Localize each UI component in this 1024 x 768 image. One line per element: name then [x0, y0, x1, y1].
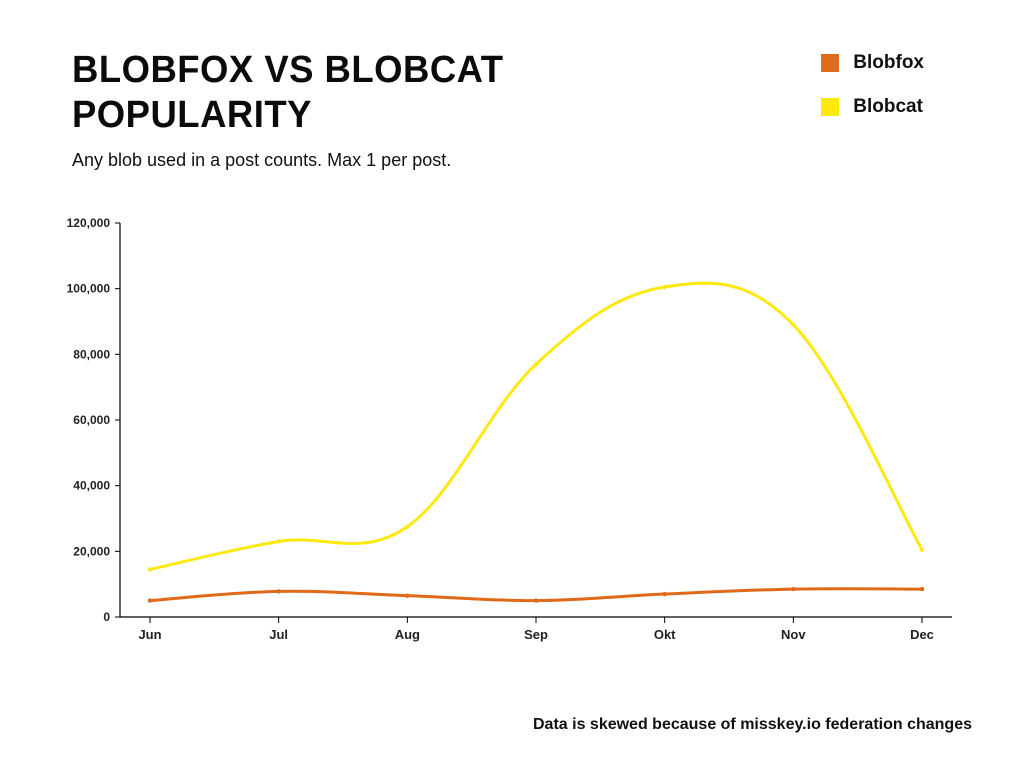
legend-item-blobcat: Blobcat — [821, 96, 924, 118]
legend-swatch — [821, 54, 839, 72]
line-chart: 0 20,000 40,000 60,000 80,000 100,000 120,000 J… — [50, 215, 970, 665]
legend-swatch — [821, 98, 839, 116]
chart-title: BLOBFOX VS BLOBCAT POPULARITY — [72, 48, 571, 138]
svg-text:120,000: 120,000 — [67, 216, 111, 230]
chart-subtitle: Any blob used in a post counts. Max 1 pe… — [72, 150, 952, 171]
svg-text:Jun: Jun — [138, 627, 161, 642]
svg-text:Nov: Nov — [781, 627, 806, 642]
legend-item-blobfox: Blobfox — [821, 52, 924, 74]
svg-text:40,000: 40,000 — [73, 479, 110, 493]
svg-text:Jul: Jul — [269, 627, 288, 642]
svg-text:Okt: Okt — [654, 627, 676, 642]
svg-text:Sep: Sep — [524, 627, 548, 642]
svg-text:100,000: 100,000 — [67, 282, 111, 296]
footnote: Data is skewed because of misskey.io fed… — [533, 716, 972, 734]
svg-text:60,000: 60,000 — [73, 413, 110, 427]
legend-label: Blobfox — [853, 52, 924, 74]
svg-text:0: 0 — [103, 610, 110, 624]
svg-text:80,000: 80,000 — [73, 347, 110, 361]
svg-text:Dec: Dec — [910, 627, 934, 642]
legend-label: Blobcat — [853, 96, 923, 118]
svg-text:Aug: Aug — [395, 627, 420, 642]
svg-text:20,000: 20,000 — [73, 544, 110, 558]
legend: Blobfox Blobcat — [821, 52, 924, 118]
